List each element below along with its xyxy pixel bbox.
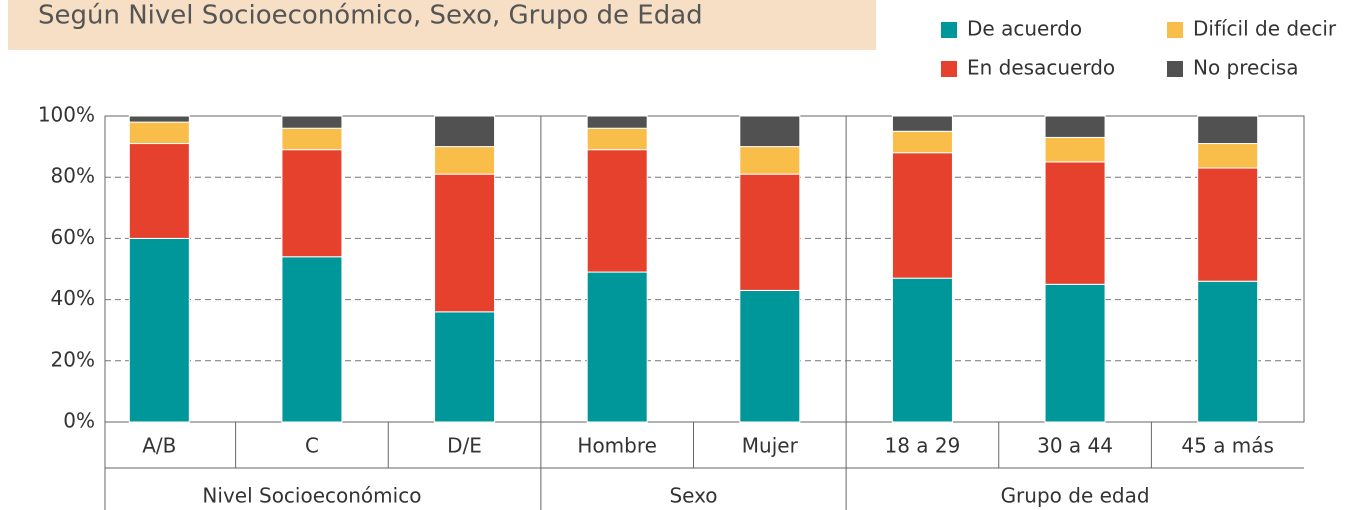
bar-segment — [128, 237, 190, 423]
bar-segment — [128, 143, 190, 239]
bar-segment — [891, 130, 953, 154]
legend-swatch — [1167, 22, 1183, 38]
bar-segment — [281, 149, 343, 258]
group-label: Nivel Socioeconómico — [202, 484, 421, 508]
y-tick-label: 40% — [51, 286, 95, 310]
x-tick-label: C — [305, 434, 319, 458]
bar-segment — [128, 115, 190, 123]
x-tick-label: Mujer — [742, 434, 799, 458]
group-label: Grupo de edad — [1001, 484, 1150, 508]
chart-title: Según Nivel Socioeconómico, Sexo, Grupo … — [38, 1, 703, 31]
bar-segment — [434, 311, 496, 423]
legend-label: Difícil de decir — [1193, 17, 1337, 41]
bar-segment — [434, 173, 496, 313]
y-tick-label: 80% — [51, 164, 95, 188]
x-tick-label: A/B — [142, 434, 176, 458]
y-tick-label: 20% — [51, 347, 95, 371]
bar-segment — [586, 149, 648, 273]
bar-segment — [1044, 115, 1106, 138]
y-tick-label: 60% — [51, 225, 95, 249]
legend-swatch — [941, 61, 957, 77]
bar-segment — [586, 271, 648, 423]
legend-swatch — [941, 22, 957, 38]
x-tick-label: 18 a 29 — [885, 434, 961, 458]
bar-segment — [1197, 115, 1259, 145]
y-tick-label: 0% — [63, 409, 95, 433]
bar-segment — [1044, 136, 1106, 163]
bar-segment — [1197, 280, 1259, 423]
bar-segment — [128, 121, 190, 145]
bar-segment — [434, 115, 496, 148]
bar-segment — [739, 289, 801, 423]
bar-segment — [434, 146, 496, 175]
legend-label: De acuerdo — [967, 17, 1082, 41]
bar-segment — [891, 152, 953, 279]
bar-segment — [281, 256, 343, 423]
x-tick-label: 30 a 44 — [1037, 434, 1113, 458]
bar-segment — [281, 127, 343, 151]
bar-segment — [739, 115, 801, 148]
bar-segment — [586, 127, 648, 151]
bar-segment — [891, 115, 953, 132]
x-tick-label: 45 a más — [1181, 434, 1274, 458]
plot-frame — [104, 115, 1305, 423]
bar-segment — [586, 115, 648, 129]
bar-segment — [281, 115, 343, 129]
title-box — [8, 0, 876, 50]
bar-segment — [1044, 283, 1106, 423]
bar-segment — [1197, 143, 1259, 169]
y-tick-label: 100% — [38, 103, 95, 127]
bar-segment — [1044, 161, 1106, 285]
bar-segment — [891, 277, 953, 423]
bar-segment — [739, 146, 801, 175]
legend-label: No precisa — [1193, 56, 1299, 80]
legend-label: En desacuerdo — [967, 56, 1115, 80]
x-tick-label: Hombre — [577, 434, 657, 458]
group-label: Sexo — [669, 484, 717, 508]
legend-swatch — [1167, 61, 1183, 77]
x-tick-label: D/E — [447, 434, 482, 458]
bar-segment — [739, 173, 801, 291]
bar-segment — [1197, 167, 1259, 282]
